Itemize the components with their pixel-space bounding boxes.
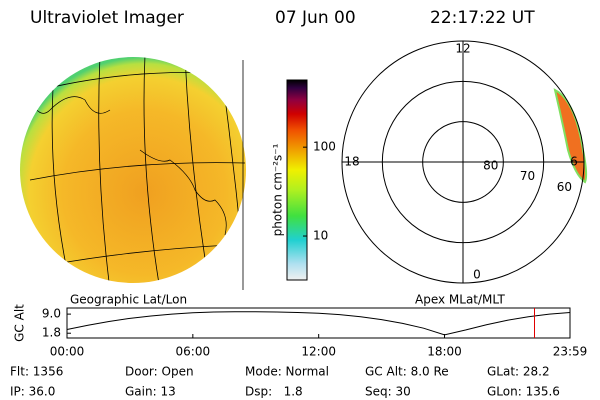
title: Ultraviolet Imager: [30, 8, 184, 28]
date: 07 Jun 00: [275, 8, 356, 28]
info-field: IP: 36.0: [10, 385, 55, 399]
lat-ring-label: 60: [557, 180, 572, 194]
info-field: Seq: 30: [365, 385, 411, 399]
colorbar-tick-label: 10: [313, 229, 328, 243]
panel-title: Geographic Lat/Lon: [70, 293, 187, 307]
info-field: GC Alt: 8.0 Re: [365, 365, 449, 379]
y-tick-label: 1.8: [42, 326, 61, 340]
x-tick-label: 18:00: [427, 345, 462, 359]
lat-ring: [381, 80, 545, 244]
panel-title: Apex MLat/MLT: [415, 293, 505, 307]
info-field: Gain: 13: [125, 385, 176, 399]
lat-ring-label: 70: [520, 169, 535, 183]
info-panel: Flt: 1356 Door: Open Mode: Normal GC Alt: 8…: [10, 365, 560, 399]
lat-ring: [422, 121, 504, 203]
auroral-oval: [553, 88, 588, 184]
altitude-panel: Geographic Lat/Lon Apex MLat/MLT GC Alt 9.0…: [13, 293, 588, 359]
y-axis-label: GC Alt: [13, 304, 27, 342]
mlt-label: 18: [344, 155, 359, 169]
info-field: Mode: Normal: [245, 365, 329, 379]
colorbar-tick-label: 100: [313, 140, 336, 154]
x-tick-label: 23:59: [553, 345, 588, 359]
info-field: Flt: 1356: [10, 365, 63, 379]
mlt-label: 6: [570, 155, 578, 169]
info-field: GLon: 135.6: [487, 385, 560, 399]
globe-image: [20, 57, 246, 290]
mlt-label: 12: [455, 42, 470, 56]
time: 22:17:22 UT: [430, 8, 535, 28]
x-tick-label: 12:00: [301, 345, 336, 359]
x-tick-label: 00:00: [50, 345, 85, 359]
mlt-label: 0: [473, 268, 481, 282]
colorbar-label: photon cm⁻²s⁻¹: [271, 143, 285, 236]
x-tick-label: 06:00: [176, 345, 211, 359]
lat-ring-label: 80: [483, 159, 498, 173]
info-field: Door: Open: [125, 365, 194, 379]
colorbar: [287, 80, 307, 280]
info-field: GLat: 28.2: [487, 365, 550, 379]
lat-ring: [341, 40, 585, 284]
colorbar-frame: [286, 79, 308, 281]
y-tick-label: 9.0: [42, 307, 61, 321]
info-field: Dsp: 1.8: [245, 385, 303, 399]
altitude-line: [66, 311, 571, 336]
